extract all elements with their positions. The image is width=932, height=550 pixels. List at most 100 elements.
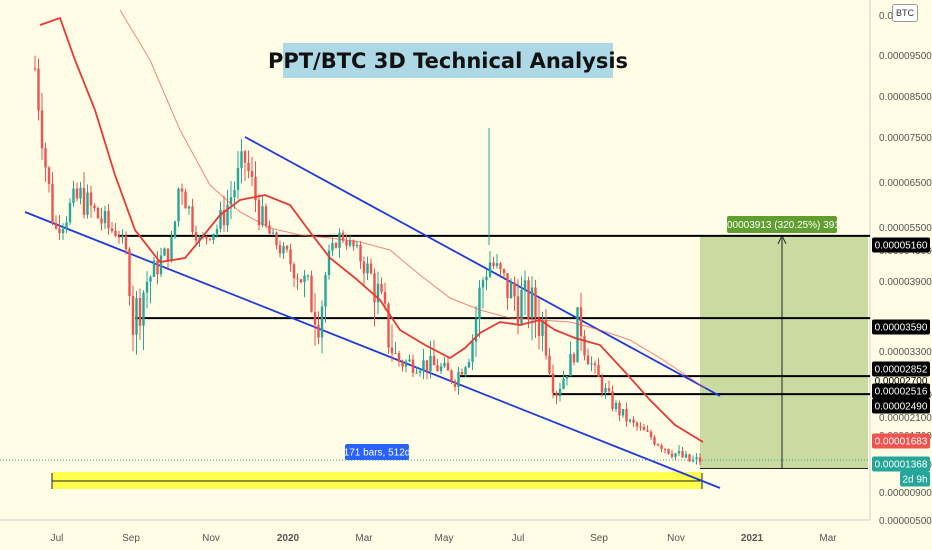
- candle-body: [408, 359, 411, 362]
- candle-body: [695, 457, 698, 460]
- candle-body: [558, 388, 562, 397]
- candle-body: [422, 360, 425, 371]
- price-tag-partial: 0.00002700: [875, 376, 928, 387]
- y-tick-label: 0.0000550000: [879, 223, 932, 234]
- candle-body: [285, 246, 289, 250]
- candle-body: [205, 236, 208, 239]
- candle-body: [96, 207, 100, 219]
- x-tick-label: Nov: [202, 533, 220, 544]
- candle-body: [117, 236, 121, 238]
- candle-body: [404, 361, 408, 367]
- price-tag-bg: [872, 237, 930, 253]
- target-zone: [700, 235, 868, 469]
- candle-body: [292, 264, 296, 279]
- target-label-bg: [727, 216, 837, 233]
- candle-body: [173, 221, 177, 237]
- candle-body: [418, 370, 422, 373]
- candle-body: [264, 206, 268, 226]
- candle-body: [341, 232, 345, 241]
- price-tag-bg: [872, 398, 930, 414]
- candle-body: [124, 235, 128, 250]
- candle-body: [380, 283, 383, 292]
- candle-body: [625, 409, 628, 422]
- candle-body: [653, 437, 656, 445]
- candle-body: [411, 359, 415, 373]
- candle-body: [492, 262, 495, 266]
- candle-body: [163, 248, 166, 256]
- candle-body: [506, 273, 509, 299]
- candle-body: [58, 228, 61, 234]
- x-tick-label: May: [435, 533, 454, 544]
- candle-body: [86, 192, 89, 215]
- bars-label-bg: [345, 444, 409, 460]
- candle-body: [611, 391, 614, 409]
- candle-body: [677, 451, 681, 454]
- candle-body: [443, 362, 446, 367]
- candle-body: [243, 151, 247, 163]
- candle-body: [464, 367, 467, 375]
- candle-body: [100, 218, 103, 224]
- price-tag-label: 0.00002516: [875, 387, 928, 398]
- candle-body: [236, 167, 240, 190]
- candle-body: [51, 183, 54, 223]
- candle-body: [544, 320, 548, 356]
- candle-body: [331, 243, 334, 251]
- candle-body: [674, 453, 677, 457]
- candle-body: [355, 244, 359, 247]
- x-tick-label: Sep: [590, 533, 608, 544]
- candle-body: [40, 110, 44, 149]
- candle-body: [362, 261, 366, 274]
- candle-body: [667, 449, 670, 454]
- candle-body: [299, 279, 303, 283]
- candle-body: [502, 269, 506, 274]
- candle-body: [614, 402, 618, 409]
- candle-body: [569, 353, 572, 377]
- candle-body: [345, 240, 348, 246]
- price-tag-bg: [872, 319, 930, 335]
- candle-body: [565, 376, 569, 379]
- candle-body: [68, 202, 72, 223]
- candle-body: [488, 262, 492, 277]
- candle-body: [131, 296, 135, 335]
- candle-body: [376, 283, 380, 303]
- candle-body: [415, 372, 418, 374]
- y-tick-label: 0.0000750000: [879, 133, 932, 144]
- candle-body: [289, 249, 292, 265]
- candle-body: [198, 237, 201, 241]
- y-tick-label: 0.0000050000: [879, 516, 932, 527]
- candle-body: [583, 336, 586, 356]
- candle-body: [460, 371, 464, 375]
- candle-body: [541, 320, 544, 336]
- y-tick-label: 0.0000210000: [879, 413, 932, 424]
- candle-body: [499, 263, 502, 270]
- price-tag-bg: [872, 456, 930, 472]
- candle-body: [387, 303, 390, 348]
- candle-body: [184, 191, 187, 209]
- x-tick-label: Jul: [512, 533, 525, 544]
- candle-body: [586, 355, 590, 365]
- price-tag-bg: [872, 433, 930, 449]
- candle-body: [257, 200, 261, 226]
- price-tag-label: 0.00005160: [875, 241, 928, 252]
- price-tag-bg: [900, 471, 930, 487]
- x-tick-label: Mar: [819, 533, 837, 544]
- candle-body: [639, 426, 642, 428]
- candle-body: [593, 363, 597, 366]
- candle-body: [208, 238, 212, 240]
- chart-title-box: PPT/BTC 3D Technical Analysis: [268, 43, 628, 78]
- currency-badge[interactable]: BTC: [892, 4, 918, 22]
- candle-body: [222, 209, 226, 226]
- candle-body: [215, 229, 219, 234]
- candle-body: [219, 209, 222, 230]
- candle-body: [660, 445, 663, 449]
- candle-body: [670, 453, 674, 457]
- chart-title: PPT/BTC 3D Technical Analysis: [267, 48, 629, 73]
- candle-body: [37, 68, 40, 111]
- candle-body: [107, 210, 110, 229]
- candle-body: [394, 353, 397, 355]
- x-tick-label: 2021: [741, 533, 764, 544]
- candle-body: [485, 276, 488, 281]
- candle-body: [600, 376, 604, 393]
